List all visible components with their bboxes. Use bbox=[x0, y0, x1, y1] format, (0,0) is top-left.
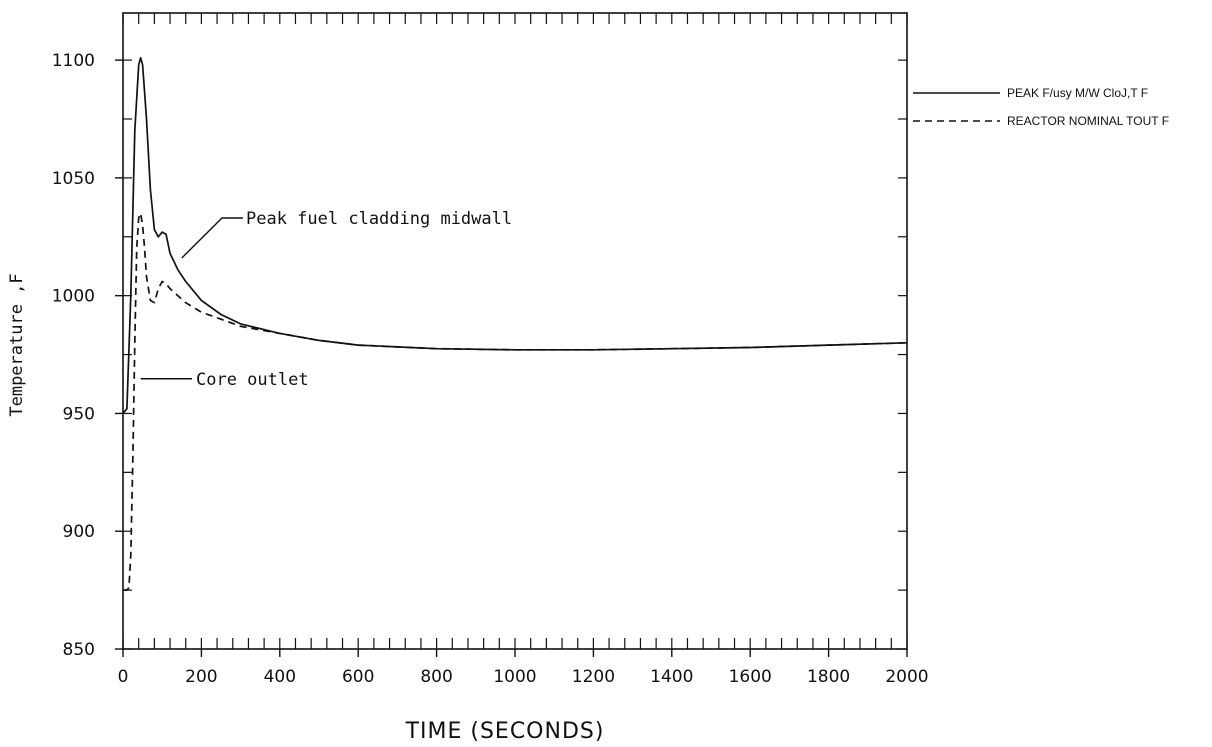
legend-label-1: PEAK F/usy M/W CloJ,T F bbox=[1007, 86, 1148, 100]
legend: PEAK F/usy M/W CloJ,T F REACTOR NOMINAL T… bbox=[913, 86, 1169, 128]
y-tick-label: 1050 bbox=[52, 169, 95, 189]
legend-label-2: REACTOR NOMINAL TOUT F bbox=[1007, 114, 1169, 128]
ticks: 0 200 400 600 800 1000 1200 1400 1600 1800 2000 850… bbox=[52, 13, 929, 687]
y-tick-label: 950 bbox=[63, 404, 95, 424]
annotation-label: Core outlet bbox=[196, 370, 309, 390]
y-tick-label: 1100 bbox=[52, 51, 95, 71]
x-tick-label: 1400 bbox=[650, 667, 693, 687]
x-tick-label: 1200 bbox=[572, 667, 615, 687]
y-tick-label: 850 bbox=[63, 640, 95, 660]
series-line-2 bbox=[123, 212, 908, 591]
x-tick-label: 2000 bbox=[885, 667, 928, 687]
x-tick-label: 1800 bbox=[807, 667, 850, 687]
x-tick-label: 200 bbox=[185, 667, 217, 687]
y-tick-label: 1000 bbox=[52, 287, 95, 307]
x-tick-label: 1600 bbox=[729, 667, 772, 687]
x-axis-title: TIME (SECONDS) bbox=[405, 719, 605, 744]
plot-frame bbox=[122, 12, 908, 650]
x-tick-label: 800 bbox=[420, 667, 452, 687]
series-line-1 bbox=[122, 56, 908, 414]
x-tick-label: 1000 bbox=[493, 667, 536, 687]
annotation-label: Peak fuel cladding midwall bbox=[246, 209, 512, 229]
x-tick-label: 0 bbox=[118, 667, 129, 687]
series-lines bbox=[122, 56, 908, 591]
x-tick-label: 400 bbox=[264, 667, 296, 687]
annotation-leader bbox=[181, 217, 243, 259]
plot-area bbox=[122, 12, 908, 650]
y-tick-label: 900 bbox=[63, 522, 95, 542]
x-tick-label: 600 bbox=[342, 667, 374, 687]
annotations: Peak fuel cladding midwall Core outlet bbox=[140, 209, 512, 390]
y-axis-title: Temperature ,F bbox=[7, 273, 27, 416]
